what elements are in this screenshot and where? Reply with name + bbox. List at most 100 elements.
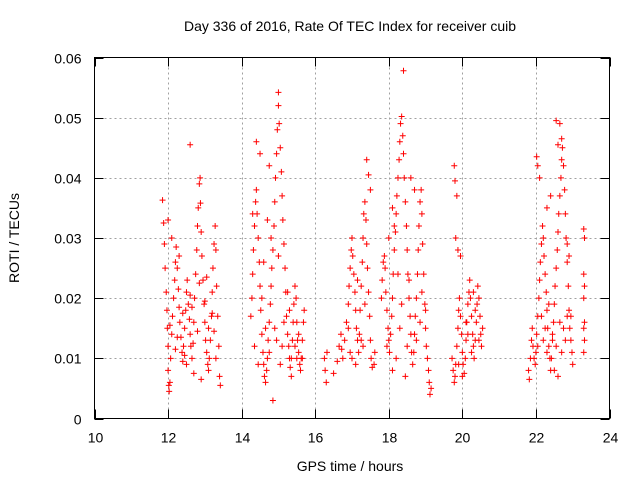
data-point (356, 331, 363, 338)
data-point (391, 222, 398, 229)
data-point (271, 325, 278, 332)
data-point (551, 301, 558, 308)
data-point (275, 89, 282, 96)
data-point (426, 391, 433, 398)
data-point (554, 247, 561, 254)
data-point (534, 343, 541, 350)
data-point (323, 379, 330, 386)
data-point (551, 367, 558, 374)
data-point (279, 343, 286, 350)
data-point (186, 316, 193, 323)
data-point (366, 313, 373, 320)
data-point (347, 265, 354, 272)
data-point (288, 373, 295, 380)
data-point (190, 319, 197, 326)
data-point (345, 325, 352, 332)
data-point (176, 319, 183, 326)
data-point (371, 349, 378, 356)
data-point (259, 349, 266, 356)
data-point (204, 361, 211, 368)
data-point (538, 241, 545, 248)
data-point (389, 295, 396, 302)
data-point (346, 283, 353, 290)
data-point (188, 355, 195, 362)
data-point (555, 373, 561, 380)
data-point (532, 349, 539, 356)
data-point (455, 307, 462, 314)
y-tick-labels: 0 0.01 0.02 0.03 0.04 0.05 0.06 (54, 51, 81, 428)
data-point (287, 364, 294, 371)
data-point (271, 198, 278, 205)
data-point (283, 313, 290, 320)
x-tick-label: 14 (235, 430, 251, 446)
data-point (557, 174, 564, 181)
data-point (349, 355, 355, 362)
data-point (569, 361, 576, 368)
data-point (459, 373, 466, 380)
data-point (198, 228, 205, 235)
data-point (261, 373, 268, 380)
data-point (162, 265, 169, 272)
data-point (198, 376, 205, 383)
data-point (258, 295, 265, 302)
data-point (323, 349, 330, 356)
data-point (166, 388, 173, 395)
data-point (526, 376, 533, 383)
data-point (423, 343, 430, 350)
data-point (165, 216, 172, 223)
data-point (365, 171, 372, 178)
data-point (249, 210, 256, 217)
y-tick-label: 0.02 (54, 291, 81, 307)
data-point (475, 295, 482, 302)
data-point (581, 319, 588, 326)
data-point (182, 307, 189, 314)
data-point (196, 280, 203, 287)
data-point (414, 271, 421, 278)
data-point (538, 313, 545, 320)
data-point (262, 325, 269, 332)
data-point (568, 349, 575, 356)
data-point (411, 186, 418, 193)
data-point (421, 301, 428, 308)
data-point (168, 331, 175, 338)
data-point (400, 67, 407, 74)
data-point (456, 295, 463, 302)
data-point (185, 301, 192, 308)
data-point (371, 361, 378, 368)
data-point (477, 331, 484, 338)
data-point (553, 343, 560, 350)
data-point (200, 277, 207, 284)
data-point (556, 192, 563, 199)
x-axis-title: GPS time / hours (297, 458, 404, 474)
data-point (580, 271, 587, 278)
data-point (454, 325, 461, 332)
data-point (383, 307, 390, 314)
data-point (428, 385, 435, 392)
data-point (295, 349, 302, 356)
data-point (542, 271, 549, 278)
data-point (399, 132, 406, 139)
data-point (531, 355, 538, 362)
data-point (165, 343, 172, 350)
data-point (459, 349, 466, 356)
data-point (398, 301, 405, 308)
data-point (555, 210, 562, 217)
data-point (166, 379, 173, 386)
data-point (415, 222, 422, 229)
data-point (360, 235, 367, 241)
data-point (455, 361, 462, 368)
data-point (163, 307, 170, 314)
data-point (249, 271, 256, 278)
data-point (470, 343, 477, 350)
data-point (337, 331, 344, 338)
data-point (386, 349, 393, 356)
data-point (553, 117, 560, 124)
data-point (581, 337, 588, 344)
data-point (288, 355, 295, 362)
data-point (383, 343, 390, 350)
data-point (369, 364, 376, 371)
data-point (532, 361, 539, 368)
data-point (471, 355, 478, 362)
data-point (357, 307, 364, 314)
